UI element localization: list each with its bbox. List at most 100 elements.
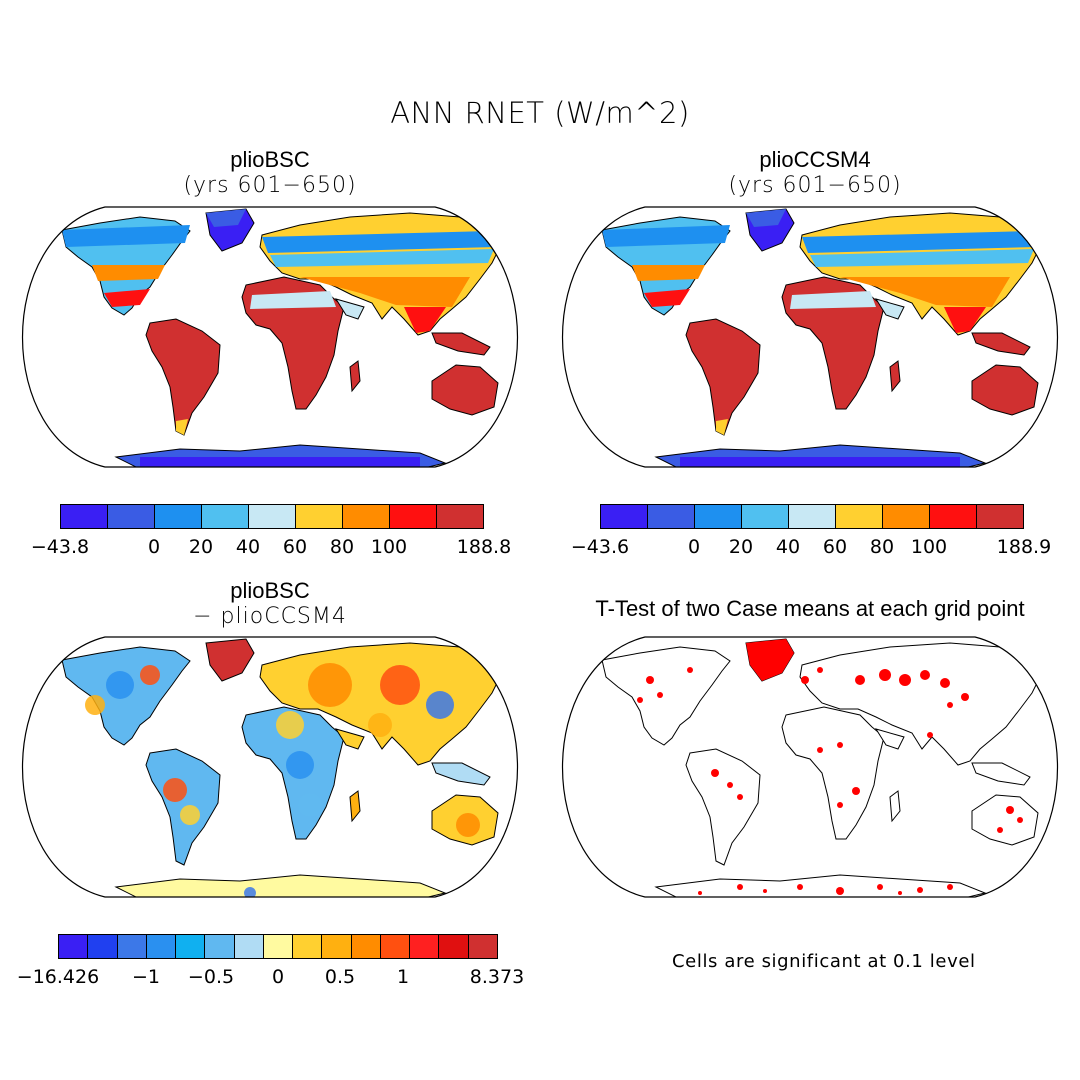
map-pliobsc <box>22 206 518 468</box>
colorbar3-tick-min: −16.426 <box>16 966 100 988</box>
colorbar2-tick-min: −43.6 <box>570 536 630 558</box>
significant-cell <box>1006 806 1014 814</box>
colorbar1-tick-max: 188.8 <box>456 536 512 558</box>
anomaly-patch <box>456 813 480 837</box>
shading-band <box>92 265 165 281</box>
colorbar2-tick: 40 <box>775 536 801 558</box>
map-frame <box>562 636 1058 898</box>
anomaly-patch <box>426 691 454 719</box>
shading-band <box>104 289 150 307</box>
significant-cell <box>698 891 702 895</box>
colorbar-swatch <box>742 505 789 528</box>
panel3-subtitle: − plioCCSM4 <box>193 604 347 629</box>
significant-cell <box>997 827 1003 833</box>
significant-cell <box>637 697 643 703</box>
significant-cell <box>927 732 933 738</box>
colorbar-swatch <box>88 935 118 958</box>
colorbar1-tick: 80 <box>329 536 355 558</box>
significant-cell <box>947 702 953 708</box>
significant-cell <box>877 884 883 890</box>
colorbar-swatch <box>930 505 977 528</box>
map-ttest-significance <box>562 636 1058 898</box>
land-australia <box>971 364 1039 416</box>
land-madagascar <box>889 790 901 823</box>
land-arabia <box>334 298 365 320</box>
significant-cell <box>817 747 823 753</box>
colorbar1-tick: 100 <box>370 536 408 558</box>
significant-cell <box>961 693 969 701</box>
land-seasia <box>971 332 1031 356</box>
anomaly-patch <box>368 713 392 737</box>
shading-band <box>250 291 336 309</box>
land-australia <box>971 794 1039 846</box>
significant-cell <box>879 669 891 681</box>
panel4-title: T-Test of two Case means at each grid po… <box>595 596 1025 621</box>
significant-cell <box>1017 817 1023 823</box>
anomaly-patch <box>140 665 160 685</box>
significance-note: Cells are significant at 0.1 level <box>672 951 976 972</box>
land-seasia <box>971 762 1031 786</box>
significant-cell <box>797 884 803 890</box>
significant-cell <box>737 794 743 800</box>
significant-cell <box>898 891 902 895</box>
significant-cell <box>657 692 663 698</box>
colorbar-swatch <box>263 935 294 958</box>
land-northamerica <box>601 646 731 746</box>
significant-cell <box>737 884 743 890</box>
colorbar2-tick: 60 <box>822 536 848 558</box>
land-africa <box>781 706 885 840</box>
colorbar1-tick: 20 <box>188 536 214 558</box>
panel1-subtitle: (yrs 601−650) <box>183 173 357 198</box>
anomaly-patch <box>85 695 105 715</box>
figure-title: ANN RNET (W/m^2) <box>390 96 690 130</box>
panel1-title: plioBSC <box>230 147 310 172</box>
land-seasia <box>431 762 491 786</box>
colorbar-swatch <box>439 935 469 958</box>
colorbar-swatch <box>468 935 497 958</box>
colorbar3-tick-max: 8.373 <box>469 966 525 988</box>
significant-cell <box>940 678 950 688</box>
land-madagascar <box>349 790 361 823</box>
significant-cell <box>917 887 923 893</box>
colorbar-swatch <box>146 935 177 958</box>
colorbar2-tick-max: 188.9 <box>996 536 1052 558</box>
map-plioccsm4 <box>562 206 1058 468</box>
anomaly-patch <box>308 663 352 707</box>
significant-cell <box>837 742 843 748</box>
colorbar-swatch <box>437 505 483 528</box>
colorbar3-tick: −0.5 <box>187 966 235 988</box>
shading-band <box>680 457 960 467</box>
colorbar-swatch <box>293 935 323 958</box>
significant-cell <box>855 675 865 685</box>
shading-band <box>810 249 1034 267</box>
significant-cell <box>711 769 719 777</box>
land-newzealand <box>505 400 518 420</box>
colorbar-swatch <box>601 505 648 528</box>
land-newzealand <box>1045 830 1058 850</box>
shading-band <box>140 457 420 467</box>
colorbar-swatch <box>234 935 264 958</box>
colorbar-swatch <box>202 505 249 528</box>
colorbar-swatch <box>380 935 411 958</box>
shading-band <box>944 307 986 333</box>
shading-band <box>270 249 494 267</box>
significant-cell <box>837 802 843 808</box>
land-greenland <box>205 638 255 682</box>
significant-cell <box>852 787 860 795</box>
significant-cell <box>763 889 767 893</box>
land-seasia <box>431 332 491 356</box>
map-frame <box>562 206 1058 468</box>
significant-cell <box>727 782 733 788</box>
panel3-title: plioBSC <box>230 578 310 603</box>
shading-band <box>716 419 728 435</box>
shading-band <box>746 209 786 227</box>
colorbar-swatch <box>205 935 235 958</box>
anomaly-patch <box>163 778 187 802</box>
colorbar-swatch <box>322 935 352 958</box>
land-newzealand <box>505 830 518 850</box>
shading-band <box>206 209 246 227</box>
anomaly-patch <box>286 751 314 779</box>
colorbar-swatch <box>789 505 836 528</box>
colorbar-swatch <box>648 505 695 528</box>
land-arabia <box>874 298 905 320</box>
